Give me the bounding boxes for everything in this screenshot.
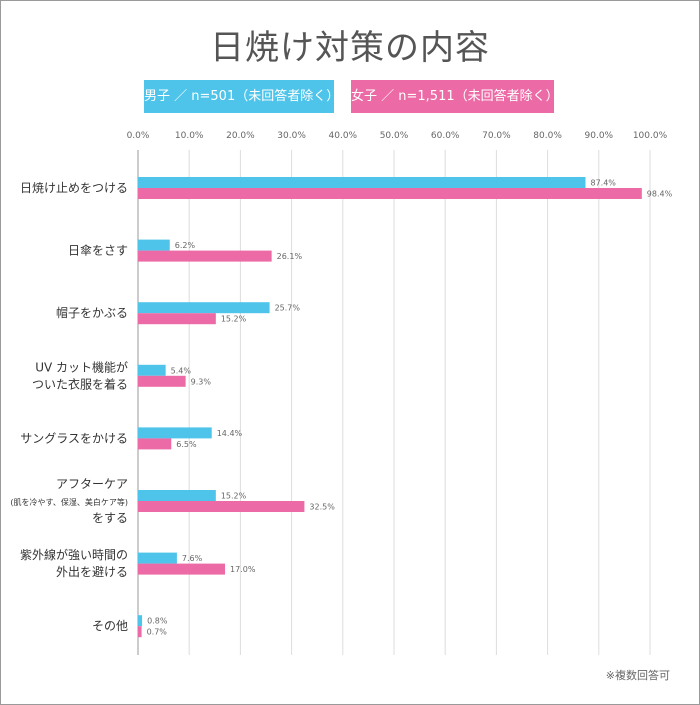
x-tick-label: 100.0% (633, 131, 668, 141)
multiple-answer-note: ※複数回答可 (605, 669, 670, 682)
bar-female (138, 501, 305, 512)
bar-male (138, 427, 212, 439)
x-tick-label: 90.0% (585, 131, 614, 141)
x-tick-label: 30.0% (277, 131, 306, 141)
bar-female (138, 250, 272, 262)
x-tick-label: 40.0% (329, 131, 358, 141)
data-label: 25.7% (275, 304, 301, 313)
bar-female (138, 188, 642, 199)
bar-male (138, 177, 586, 188)
data-label: 87.4% (590, 179, 616, 188)
data-label: 9.3% (191, 377, 212, 386)
x-tick-label: 70.0% (482, 131, 511, 141)
data-label: 17.0% (230, 565, 256, 574)
category-label: サングラスをかける (20, 431, 128, 445)
category-label: 外出を避ける (56, 565, 128, 579)
bar-female (138, 563, 226, 575)
bar-male (138, 239, 170, 251)
category-label: アフターケア (56, 477, 128, 491)
x-tick-label: 20.0% (226, 131, 255, 141)
bar-female (138, 438, 172, 450)
category-label: ついた衣服を着る (32, 376, 128, 391)
x-tick-label: 10.0% (175, 131, 204, 141)
bar-female (138, 375, 186, 387)
data-label: 26.1% (277, 252, 303, 261)
x-tick-label: 50.0% (380, 131, 409, 141)
x-tick-label: 60.0% (431, 131, 460, 141)
bar-male (138, 302, 270, 314)
bar-male (138, 490, 216, 501)
category-label: 紫外線が強い時間の (20, 547, 128, 562)
x-tick-label: 0.0% (127, 131, 150, 141)
category-label: その他 (92, 619, 128, 633)
data-label: 0.8% (147, 617, 168, 626)
category-label: をする (92, 511, 128, 525)
data-label: 15.2% (221, 492, 247, 501)
category-label: 帽子をかぶる (56, 305, 128, 320)
bar-female (138, 626, 142, 638)
data-label: 6.5% (176, 440, 197, 449)
bar-male (138, 552, 177, 564)
data-label: 98.4% (647, 190, 673, 199)
legend-female: 女子 ／ n=1,511（未回答者除く） (351, 80, 559, 113)
bar-male (138, 364, 166, 376)
x-tick-label: 80.0% (533, 131, 562, 141)
data-label: 7.6% (182, 554, 203, 563)
category-label: 日焼け止めをつける (20, 181, 128, 195)
bar-male (138, 615, 143, 627)
category-label: (肌を冷やす、保湿、美白ケア等) (10, 497, 128, 507)
chart-title: 日焼け対策の内容 (210, 28, 490, 68)
legend-male: 男子 ／ n=501（未回答者除く） (144, 80, 339, 113)
data-label: 0.7% (147, 628, 168, 637)
data-label: 15.2% (221, 315, 247, 324)
category-label: 日傘をさす (68, 244, 128, 258)
bar-female (138, 313, 216, 325)
data-label: 5.4% (171, 366, 192, 375)
data-label: 14.4% (217, 429, 243, 438)
data-label: 32.5% (309, 503, 335, 512)
category-label: UV カット機能が (35, 359, 128, 374)
data-label: 6.2% (175, 241, 196, 250)
